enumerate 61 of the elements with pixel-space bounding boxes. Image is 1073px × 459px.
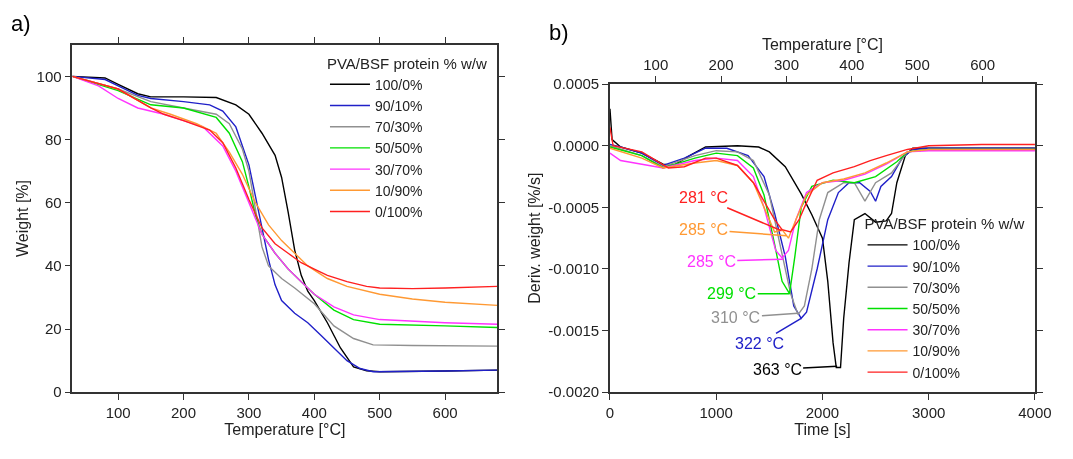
annotation: 310 °C: [711, 309, 761, 326]
x-tick-label: 3000: [912, 403, 946, 421]
legend-label: 10/90%: [374, 182, 423, 199]
x-tick-label: 100: [105, 403, 131, 421]
legend-title: PVA/BSF protein % w/w: [326, 54, 487, 72]
legend-title: PVA/BSF protein % w/w: [864, 215, 1025, 233]
y-tick-label: -0.0015: [548, 321, 600, 339]
x2-tick-label: 500: [904, 56, 930, 74]
y-tick-label: 0: [53, 383, 62, 401]
x2-tick-label: 100: [643, 56, 669, 74]
legend-label: 0/100%: [912, 364, 961, 381]
y-tick-label: 20: [44, 320, 62, 338]
x-axis-title: Temperature [°C]: [224, 420, 346, 438]
legend-label: 0/100%: [374, 203, 423, 220]
y-tick-label: -0.0010: [548, 260, 600, 278]
x-tick-label: 300: [236, 403, 262, 421]
annotation: 281 °C: [679, 189, 729, 206]
legend-label: 50/50%: [912, 300, 961, 317]
x2-tick-label: 600: [970, 56, 996, 74]
annotation: 285 °C: [679, 221, 729, 238]
y-axis-title: Deriv. weight [%/s]: [525, 172, 543, 304]
x-tick-label: 600: [432, 403, 458, 421]
y-tick-label: 100: [36, 67, 62, 85]
x-tick-label: 0: [605, 403, 615, 421]
y-tick-label: 60: [44, 193, 62, 211]
x2-axis-title: Temperature [°C]: [761, 35, 884, 53]
annotation: 285 °C: [687, 253, 737, 270]
x-tick-label: 4000: [1018, 403, 1052, 421]
x-axis-title: Time [s]: [794, 420, 851, 438]
legend-label: 70/30%: [912, 279, 961, 296]
x2-tick-label: 300: [773, 56, 800, 74]
annotation: 322 °C: [735, 335, 785, 352]
x-tick-label: 500: [367, 403, 393, 421]
legend-label: 70/30%: [374, 119, 423, 136]
legend-label: 50/50%: [374, 140, 423, 157]
annotation: 363 °C: [753, 361, 803, 378]
line-series: [609, 147, 1035, 239]
legend-label: 100/0%: [374, 76, 423, 93]
legend-label: 30/70%: [912, 322, 961, 339]
legend-label: 10/90%: [912, 343, 961, 360]
y-tick-label: 0.0000: [553, 137, 600, 154]
legend-label: 100/0%: [912, 237, 961, 254]
chart-title: a): [11, 11, 31, 36]
y-tick-label: 40: [44, 257, 62, 275]
x2-tick-label: 200: [708, 56, 734, 74]
x-tick-label: 400: [301, 403, 327, 421]
y-tick-label: 80: [44, 130, 62, 148]
y-axis-title: Weight [%]: [14, 179, 31, 258]
x-tick-label: 1000: [699, 403, 733, 421]
legend-label: 90/10%: [374, 97, 423, 114]
annotation: 299 °C: [707, 285, 757, 302]
y-tick-label: -0.0005: [548, 198, 600, 216]
x-tick-label: 200: [171, 403, 197, 421]
y-tick-label: -0.0020: [548, 383, 600, 401]
legend-label: 30/70%: [374, 161, 423, 178]
x2-tick-label: 400: [839, 56, 865, 74]
x-tick-label: 2000: [805, 403, 840, 421]
y-tick-label: 0.0005: [553, 75, 600, 93]
legend-label: 90/10%: [912, 258, 961, 275]
line-series: [609, 126, 1035, 233]
chart-title: b): [549, 20, 569, 45]
